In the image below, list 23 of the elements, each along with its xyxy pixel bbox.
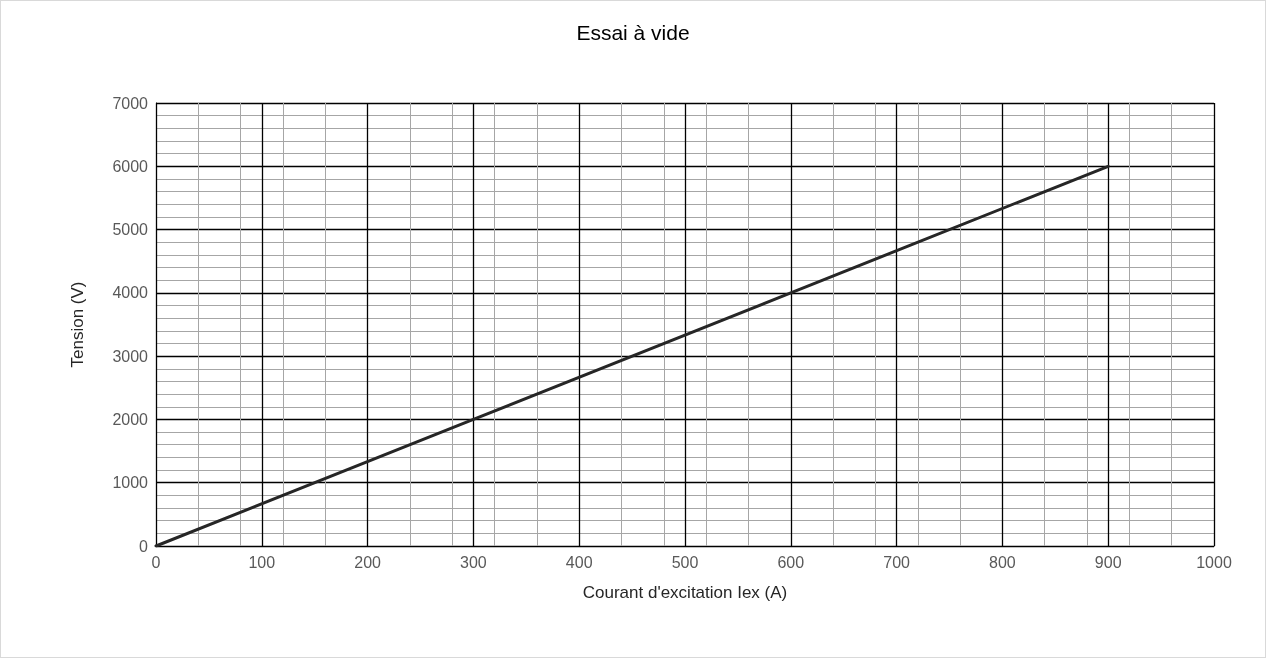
line-series xyxy=(154,164,1110,548)
y-tick-label: 2000 xyxy=(112,410,149,428)
x-tick-label: 600 xyxy=(777,553,805,571)
y-tick-label: 4000 xyxy=(112,284,149,302)
x-tick-label: 300 xyxy=(460,553,487,571)
x-tick-label: 400 xyxy=(565,553,593,571)
y-axis-title: Tension (V) xyxy=(68,281,87,368)
x-tick-label: 1000 xyxy=(1196,553,1232,571)
x-tick-label: 500 xyxy=(671,553,699,571)
y-tick-label: 7000 xyxy=(112,94,149,112)
x-tick-label: 200 xyxy=(354,553,382,571)
x-tick-label: 0 xyxy=(151,553,161,571)
x-tick-label: 900 xyxy=(1094,553,1122,571)
x-tick-label: 800 xyxy=(989,553,1016,571)
x-tick-label: 100 xyxy=(248,553,276,571)
y-tick-label: 6000 xyxy=(112,157,149,175)
y-tick-label: 1000 xyxy=(112,474,149,492)
x-tick-label: 700 xyxy=(883,553,911,571)
x-axis-title: Courant d'excitation Iex (A) xyxy=(582,583,788,602)
chart-title: Essai à vide xyxy=(576,21,690,44)
y-tick-label: 0 xyxy=(139,537,149,555)
y-tick-label: 5000 xyxy=(112,221,149,239)
y-tick-label: 3000 xyxy=(112,347,149,365)
